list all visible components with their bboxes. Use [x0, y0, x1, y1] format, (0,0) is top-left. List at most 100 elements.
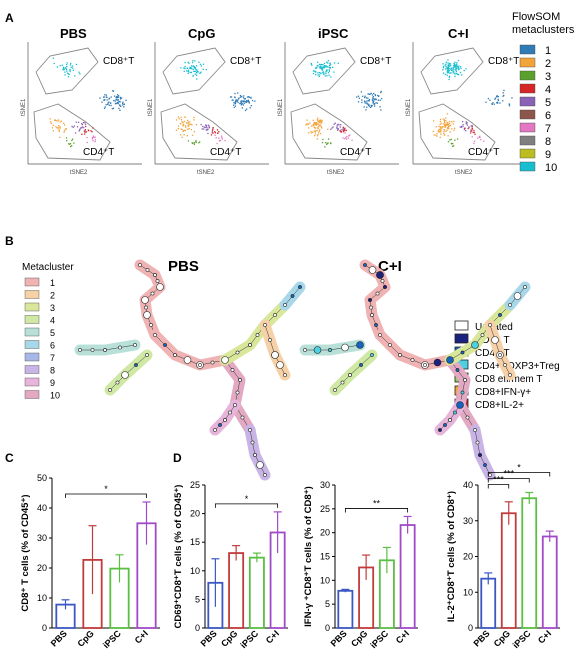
tsne-point	[235, 99, 237, 101]
tree-node	[483, 463, 487, 467]
tsne-point	[314, 133, 317, 135]
tsne-point	[326, 61, 328, 63]
tsne-point	[240, 102, 242, 104]
tsne-point	[320, 119, 322, 121]
tsne-point	[443, 131, 445, 133]
tsne-point	[313, 122, 315, 125]
y-tick-label: 15	[320, 552, 330, 562]
metacluster-title: Metacluster	[22, 262, 74, 273]
tsne-point	[452, 145, 455, 147]
tsne-point	[320, 63, 322, 66]
tsne-point	[179, 122, 182, 125]
tsne-point	[64, 128, 67, 130]
panel-label-d: D	[173, 451, 182, 465]
tsne-point	[370, 104, 372, 107]
tsne-point	[468, 126, 470, 128]
tsne-point	[198, 61, 200, 63]
tsne-point	[325, 65, 327, 67]
tsne-point	[317, 127, 319, 130]
tsne-point	[336, 124, 338, 126]
tsne-point	[337, 62, 339, 64]
tsne-point	[452, 145, 454, 147]
tsne-point	[326, 142, 329, 145]
tsne-point	[246, 100, 248, 102]
flowsom-legend-label: 2	[545, 58, 551, 70]
tsne-point	[248, 96, 250, 98]
x-tick-label: CpG	[349, 628, 370, 649]
tsne-point	[316, 138, 318, 140]
tsne-point	[103, 107, 106, 109]
tree-node	[144, 305, 148, 310]
tsne-point	[368, 105, 370, 107]
tsne-point	[63, 66, 65, 68]
tsne-point	[333, 123, 335, 125]
tsne-point	[364, 102, 366, 104]
y-axis-label: CD69⁺CD8⁺T cells (% of CD45⁺)	[173, 485, 184, 629]
tsne-point	[439, 136, 441, 138]
tsne-point	[233, 102, 235, 104]
tsne-point	[374, 94, 376, 96]
tsne-point	[442, 69, 444, 71]
tsne-point	[52, 130, 54, 132]
tsne-point	[103, 96, 105, 99]
tsne-point	[439, 127, 442, 129]
tsne-point	[74, 75, 76, 77]
tsne-point	[318, 132, 320, 134]
tsne-point	[66, 64, 68, 66]
tsne-point	[181, 128, 183, 130]
tsne-point	[372, 101, 374, 103]
tree-node	[513, 292, 522, 300]
tsne-point	[184, 125, 187, 127]
tree-node	[303, 348, 307, 352]
tsne-point	[464, 127, 466, 129]
tsne-point	[361, 101, 363, 104]
tsne-point	[323, 72, 325, 74]
tree-node	[235, 390, 240, 395]
tsne-point	[317, 117, 319, 119]
tree-node	[228, 410, 232, 415]
tsne-point	[442, 118, 444, 120]
tsne-point	[357, 95, 360, 97]
tsne-point	[326, 66, 328, 68]
tsne-point	[184, 116, 186, 118]
y-tick-label: 20	[320, 528, 330, 538]
tree-node	[263, 473, 267, 477]
y-tick-label: 30	[320, 480, 330, 490]
tsne-point	[241, 107, 243, 109]
tsne-point	[447, 62, 449, 64]
tsne-point	[362, 95, 364, 97]
tsne-point	[193, 116, 195, 119]
tsne-point	[494, 97, 497, 99]
significance-bracket	[214, 503, 279, 508]
tsne-point	[68, 73, 70, 76]
tsne-point	[377, 99, 379, 101]
tsne-point	[373, 103, 375, 106]
flowsom-legend-swatch	[519, 135, 536, 146]
x-tick-label: iPSC	[511, 628, 533, 650]
tsne-point	[320, 126, 322, 128]
tsne-point	[119, 105, 121, 107]
tsne-point	[445, 61, 447, 63]
tsne-point	[193, 143, 196, 145]
tsne-point	[187, 121, 189, 123]
metacluster-legend-swatch	[24, 290, 40, 299]
tree-node	[263, 323, 267, 327]
tsne-panels: PBS CpG iPSC C+I FlowSOM metaclusters tS…	[21, 11, 575, 176]
tree-node	[235, 350, 240, 355]
tree-node	[108, 388, 112, 392]
significance-label: *	[104, 484, 108, 494]
tsne-point	[117, 95, 120, 97]
tree-node	[383, 285, 387, 289]
x-tick-label: iPSC	[238, 628, 260, 650]
tsne-point	[447, 65, 449, 67]
tsne-point	[489, 99, 491, 101]
tsne-point	[196, 72, 198, 74]
tsne-point	[496, 102, 498, 104]
tsne-point	[312, 70, 315, 72]
tsne-point	[72, 67, 74, 69]
tsne-point	[449, 75, 451, 77]
y-tick-label: 0	[325, 623, 330, 633]
significance-bracket	[487, 484, 510, 489]
tsne-point	[364, 96, 366, 99]
tsne-point	[330, 76, 332, 78]
